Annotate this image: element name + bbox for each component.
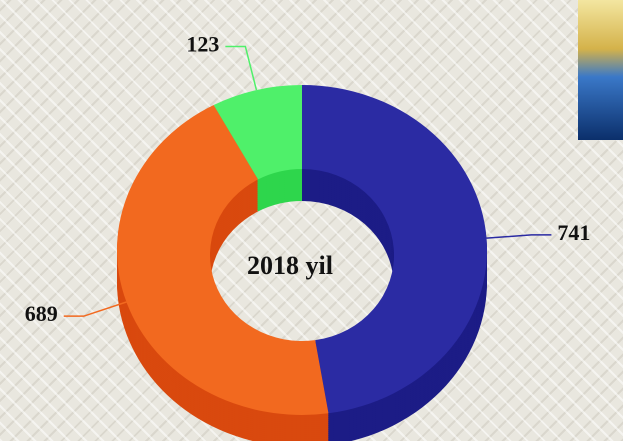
page: {"chart_data": {"type": "donut", "title"… [0,0,623,441]
leader-line [64,302,127,316]
corner-image [578,0,623,140]
data-label: 123 [186,32,219,57]
data-label: 689 [25,301,58,326]
center-label: 2018 yil [247,251,333,280]
leader-line [225,46,256,90]
leader-line [487,235,552,238]
chart: 741 689 123 2018 yil [0,0,623,441]
data-label: 741 [557,220,590,245]
